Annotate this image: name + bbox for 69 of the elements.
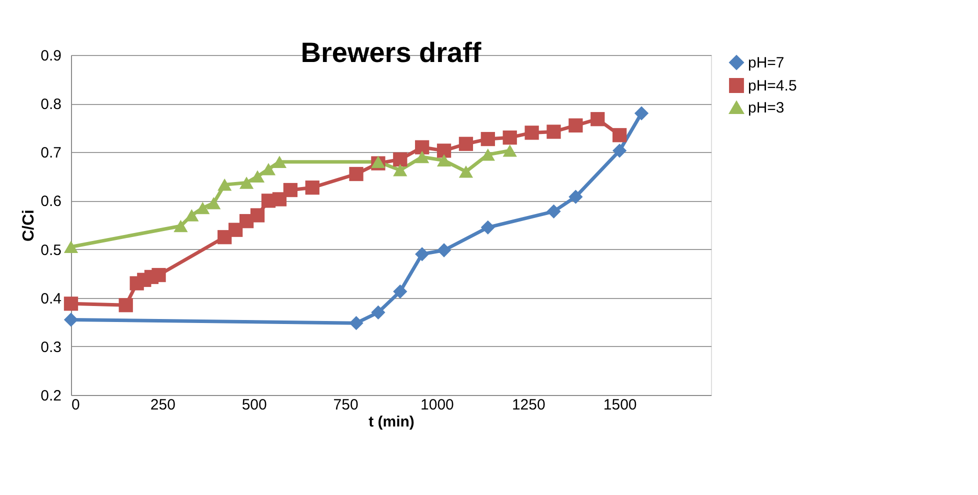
point	[272, 156, 287, 168]
point	[480, 220, 495, 234]
y-tick-label: 0.3	[40, 338, 62, 356]
point	[371, 305, 386, 320]
point	[261, 163, 276, 176]
x-tick-label: 250	[150, 396, 176, 414]
y-tick-label: 0.5	[40, 242, 62, 259]
point	[502, 144, 517, 157]
legend-label: pH=4.5	[748, 78, 797, 94]
y-tick-label: 0.4	[40, 290, 62, 308]
point	[415, 247, 430, 262]
point	[393, 284, 408, 299]
point	[568, 118, 583, 132]
point	[393, 164, 408, 176]
point	[228, 222, 243, 237]
point	[502, 130, 517, 145]
point	[480, 132, 495, 146]
x-tick-label: 1000	[420, 396, 454, 414]
point	[634, 106, 649, 120]
y-tick-label: 0.8	[40, 96, 62, 114]
x-tick-label: 1250	[512, 396, 546, 414]
point	[218, 178, 232, 191]
point	[436, 144, 452, 158]
point	[250, 208, 265, 222]
point	[393, 152, 408, 166]
point	[239, 176, 254, 189]
x-tick-label: 750	[333, 396, 358, 414]
point	[612, 144, 627, 158]
point	[436, 154, 452, 167]
point	[184, 209, 199, 222]
legend-label: pH=7	[748, 54, 784, 72]
point	[64, 240, 78, 253]
y-tick-label: 0.7	[40, 144, 62, 162]
point	[118, 298, 133, 312]
x-tick-label: 1500	[603, 396, 637, 414]
legend-label: pH=3	[748, 100, 784, 116]
x-tick-label: 0	[72, 396, 80, 414]
point	[415, 140, 430, 154]
point	[480, 148, 495, 161]
point	[250, 170, 265, 183]
point	[196, 202, 210, 214]
point	[152, 268, 166, 282]
point	[612, 128, 627, 142]
y-tick-label: 0.2	[40, 388, 62, 404]
point	[174, 220, 188, 232]
y-axis-title: C/Ci	[20, 210, 38, 242]
point	[349, 166, 364, 182]
x-tick-label: 500	[242, 396, 267, 414]
point	[64, 296, 78, 311]
y-tick-label: 0.6	[40, 193, 62, 210]
x-axis-title: t (min)	[368, 414, 414, 430]
point	[283, 182, 298, 198]
point	[349, 316, 364, 330]
point	[415, 150, 430, 164]
point	[371, 156, 386, 168]
point	[568, 190, 583, 204]
point	[590, 112, 605, 126]
point	[272, 192, 287, 206]
point	[458, 165, 474, 178]
y-tick-label: 0.9	[40, 48, 62, 64]
chart-title: Brewers draff	[300, 37, 482, 68]
point	[436, 243, 452, 258]
point	[64, 312, 78, 327]
point	[458, 136, 474, 151]
point	[546, 124, 561, 139]
point	[546, 204, 561, 218]
point	[305, 180, 320, 195]
point	[524, 126, 539, 140]
point	[206, 197, 221, 210]
